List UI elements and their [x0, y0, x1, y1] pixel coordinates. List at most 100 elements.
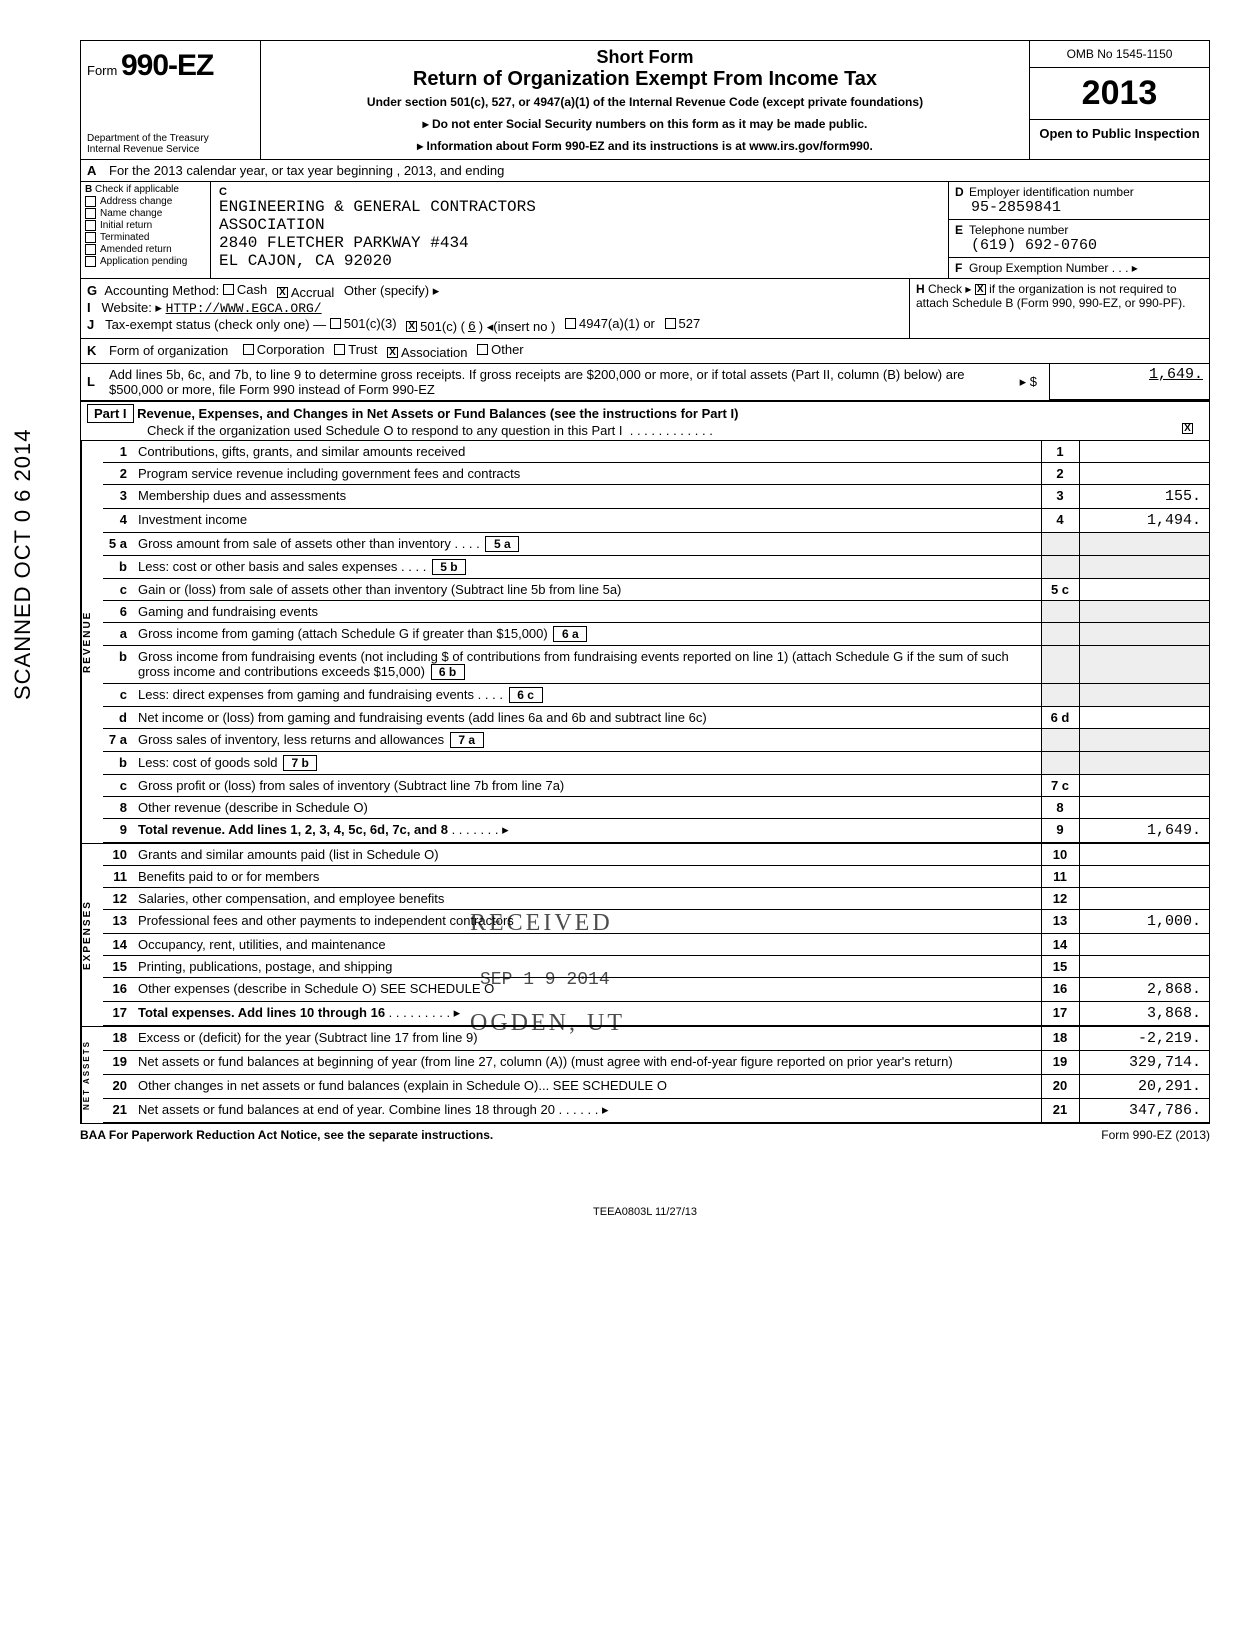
note-info: ▸ Information about Form 990-EZ and its …	[269, 139, 1021, 153]
row-3-value: 155.	[1079, 484, 1209, 508]
assets-section: NET ASSETS 18Excess or (deficit) for the…	[81, 1026, 1209, 1123]
row-13-label: Professional fees and other payments to …	[133, 909, 1041, 933]
row-18-label: Excess or (deficit) for the year (Subtra…	[133, 1027, 1041, 1051]
header-left: Form 990-EZ Department of the Treasury I…	[81, 41, 261, 159]
revenue-section: REVENUE 1Contributions, gifts, grants, a…	[81, 441, 1209, 843]
row-17-value: 3,868.	[1079, 1001, 1209, 1025]
row-12-label: Salaries, other compensation, and employ…	[133, 887, 1041, 909]
row-6d-label: Net income or (loss) from gaming and fun…	[133, 706, 1041, 728]
row-3-label: Membership dues and assessments	[133, 484, 1041, 508]
part1-header: Part I Revenue, Expenses, and Changes in…	[81, 401, 1209, 441]
title-short-form: Short Form	[269, 47, 1021, 68]
form-header: Form 990-EZ Department of the Treasury I…	[81, 41, 1209, 160]
row-6b-label: Gross income from fundraising events (no…	[138, 649, 1009, 679]
chk-other-org[interactable]	[477, 344, 488, 355]
row-21-value: 347,786.	[1079, 1098, 1209, 1122]
row-15-label: Printing, publications, postage, and shi…	[133, 955, 1041, 977]
chk-trust[interactable]	[334, 344, 345, 355]
chk-501c[interactable]	[406, 321, 417, 332]
group-exempt-label: Group Exemption Number . . .	[969, 261, 1128, 275]
chk-address-change[interactable]	[85, 196, 96, 207]
block-bcdef: B Check if applicable Address change Nam…	[81, 182, 1209, 279]
line-a-text: For the 2013 calendar year, or tax year …	[109, 163, 1203, 178]
org-name-1: ENGINEERING & GENERAL CONTRACTORS	[219, 198, 940, 216]
chk-initial-return[interactable]	[85, 220, 96, 231]
org-addr-2: EL CAJON, CA 92020	[219, 252, 940, 270]
row-19-label: Net assets or fund balances at beginning…	[133, 1050, 1041, 1074]
form-number: 990-EZ	[121, 49, 213, 82]
row-12-value	[1079, 887, 1209, 909]
row-7b-label: Less: cost of goods sold	[138, 755, 277, 770]
row-5c-value	[1079, 578, 1209, 600]
row-8-label: Other revenue (describe in Schedule O)	[133, 796, 1041, 818]
row-9-label: Total revenue. Add lines 1, 2, 3, 4, 5c,…	[138, 822, 448, 837]
chk-terminated[interactable]	[85, 232, 96, 243]
chk-527[interactable]	[665, 318, 676, 329]
row-21-label: Net assets or fund balances at end of ye…	[138, 1102, 555, 1117]
row-11-value	[1079, 865, 1209, 887]
chk-assoc[interactable]	[387, 347, 398, 358]
tax-year: 2013	[1030, 68, 1209, 120]
line-l-amount: 1,649.	[1049, 364, 1209, 400]
header-title-block: Short Form Return of Organization Exempt…	[261, 41, 1029, 159]
chk-501c3[interactable]	[330, 318, 341, 329]
row-4-value: 1,494.	[1079, 508, 1209, 532]
row-2-value	[1079, 462, 1209, 484]
row-10-value	[1079, 844, 1209, 866]
chk-name-change[interactable]	[85, 208, 96, 219]
note-ssn: ▸ Do not enter Social Security numbers o…	[269, 117, 1021, 131]
dept-irs: Internal Revenue Service	[87, 144, 254, 155]
line-l: L Add lines 5b, 6c, and 7b, to line 9 to…	[81, 364, 1209, 401]
row-6c-label: Less: direct expenses from gaming and fu…	[138, 687, 474, 702]
revenue-side-label: REVENUE	[81, 441, 103, 843]
title-subtitle: Under section 501(c), 527, or 4947(a)(1)…	[269, 95, 1021, 109]
form-990ez: Form 990-EZ Department of the Treasury I…	[80, 40, 1210, 1124]
chk-amended[interactable]	[85, 244, 96, 255]
row-4-label: Investment income	[133, 508, 1041, 532]
row-14-label: Occupancy, rent, utilities, and maintena…	[133, 933, 1041, 955]
footer-baa: BAA For Paperwork Reduction Act Notice, …	[80, 1128, 493, 1142]
row-17-label: Total expenses. Add lines 10 through 16	[138, 1005, 385, 1020]
row-5b-label: Less: cost or other basis and sales expe…	[138, 559, 397, 574]
row-5c-label: Gain or (loss) from sale of assets other…	[133, 578, 1041, 600]
org-name-2: ASSOCIATION	[219, 216, 940, 234]
chk-schedule-o-part1[interactable]	[1182, 423, 1193, 434]
chk-cash[interactable]	[223, 284, 234, 295]
org-addr-1: 2840 FLETCHER PARKWAY #434	[219, 234, 940, 252]
row-10-label: Grants and similar amounts paid (list in…	[133, 844, 1041, 866]
line-h: H Check ▸ if the organization is not req…	[909, 279, 1209, 338]
scanned-date-stamp: SCANNED OCT 0 6 2014	[10, 429, 36, 700]
line-k: K Form of organization Corporation Trust…	[81, 339, 1209, 364]
row-7a-label: Gross sales of inventory, less returns a…	[138, 732, 444, 747]
chk-4947[interactable]	[565, 318, 576, 329]
row-5a-label: Gross amount from sale of assets other t…	[138, 536, 451, 551]
footer-form-id: Form 990-EZ (2013)	[1101, 1128, 1210, 1142]
chk-sched-b[interactable]	[975, 284, 986, 295]
row-14-value	[1079, 933, 1209, 955]
box-b: B Check if applicable Address change Nam…	[81, 182, 211, 278]
website-value: HTTP://WWW.EGCA.ORG/	[166, 301, 322, 316]
expenses-side-label: EXPENSES	[81, 844, 103, 1026]
row-2-label: Program service revenue including govern…	[133, 462, 1041, 484]
part1-title: Revenue, Expenses, and Changes in Net As…	[137, 406, 738, 421]
row-6d-value	[1079, 706, 1209, 728]
row-20-label: Other changes in net assets or fund bala…	[133, 1074, 1041, 1098]
phone-label: Telephone number	[969, 223, 1068, 237]
phone-value: (619) 692-0760	[971, 237, 1203, 254]
ein-value: 95-2859841	[971, 199, 1203, 216]
row-13-value: 1,000.	[1079, 909, 1209, 933]
chk-app-pending[interactable]	[85, 256, 96, 267]
chk-accrual[interactable]	[277, 287, 288, 298]
row-1-value	[1079, 441, 1209, 463]
dept-treasury: Department of the Treasury	[87, 133, 254, 144]
row-9-value: 1,649.	[1079, 818, 1209, 842]
row-16-label: Other expenses (describe in Schedule O) …	[133, 977, 1041, 1001]
line-g: G Accounting Method: Cash Accrual Other …	[81, 279, 909, 338]
row-6a-label: Gross income from gaming (attach Schedul…	[138, 626, 548, 641]
page-footer: BAA For Paperwork Reduction Act Notice, …	[80, 1124, 1210, 1146]
chk-corp[interactable]	[243, 344, 254, 355]
row-15-value	[1079, 955, 1209, 977]
row-19-value: 329,714.	[1079, 1050, 1209, 1074]
title-return: Return of Organization Exempt From Incom…	[269, 68, 1021, 91]
expenses-section: EXPENSES 10Grants and similar amounts pa…	[81, 843, 1209, 1026]
